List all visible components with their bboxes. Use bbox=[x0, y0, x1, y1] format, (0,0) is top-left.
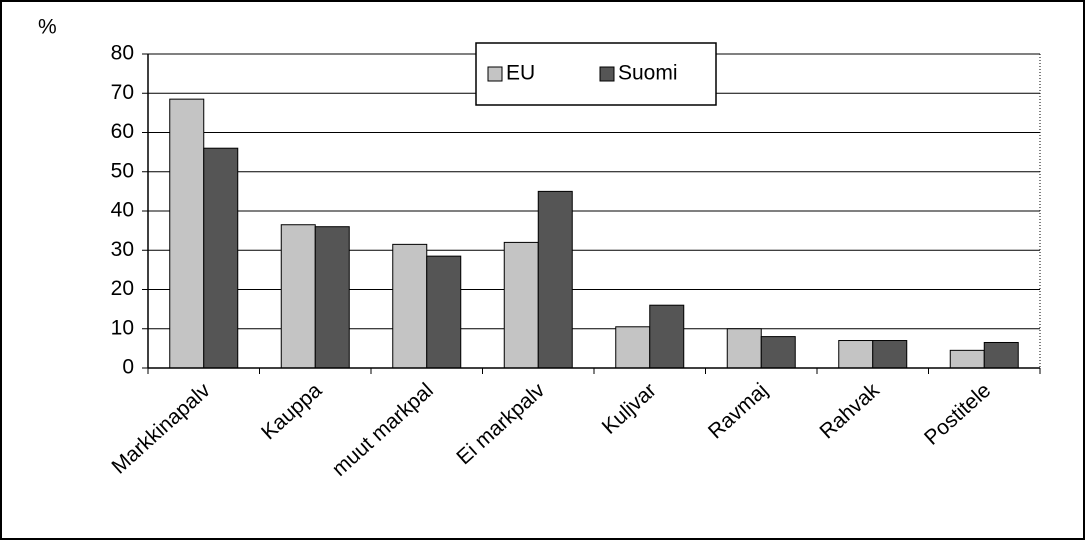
bar bbox=[537, 190, 573, 369]
legend bbox=[475, 42, 717, 106]
y-tick-label: 70 bbox=[111, 81, 134, 104]
y-tick-label: 0 bbox=[122, 356, 134, 379]
y-tick-label: 20 bbox=[111, 277, 134, 300]
legend-label: EU bbox=[506, 62, 535, 85]
y-tick-label: 60 bbox=[111, 120, 134, 143]
legend-swatch bbox=[487, 66, 503, 82]
bar bbox=[203, 147, 239, 369]
y-axis-label: % bbox=[38, 16, 57, 39]
legend-swatch bbox=[599, 66, 615, 82]
y-tick-label: 80 bbox=[111, 42, 134, 65]
bar bbox=[983, 341, 1019, 369]
bar bbox=[503, 241, 539, 369]
y-tick-label: 50 bbox=[111, 159, 134, 182]
bar bbox=[169, 98, 205, 369]
bar bbox=[726, 328, 762, 369]
bar bbox=[280, 224, 316, 369]
bar bbox=[872, 340, 908, 369]
bar bbox=[760, 336, 796, 369]
bar bbox=[314, 226, 350, 369]
legend-label: Suomi bbox=[618, 62, 678, 85]
y-tick-label: 30 bbox=[111, 238, 134, 261]
bar bbox=[649, 304, 685, 369]
bar bbox=[392, 243, 428, 369]
y-tick-label: 40 bbox=[111, 199, 134, 222]
bar bbox=[838, 340, 874, 369]
bar bbox=[426, 255, 462, 369]
bar bbox=[615, 326, 651, 369]
y-tick-label: 10 bbox=[111, 316, 134, 339]
bar bbox=[949, 349, 985, 369]
